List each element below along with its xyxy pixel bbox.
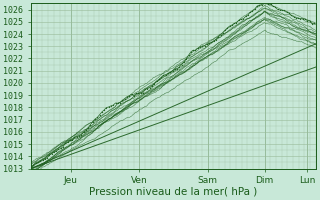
X-axis label: Pression niveau de la mer( hPa ): Pression niveau de la mer( hPa ): [89, 187, 258, 197]
